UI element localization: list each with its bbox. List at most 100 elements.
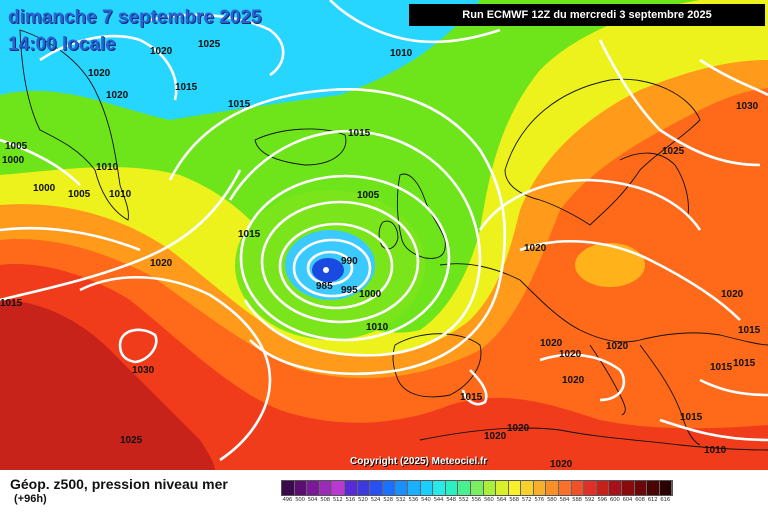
pressure-label: 1000: [359, 289, 382, 300]
color-scale-swatch: [496, 481, 509, 495]
pressure-label: 1010: [366, 322, 389, 333]
color-scale-swatch: [533, 481, 547, 495]
color-scale-swatch: [395, 481, 408, 495]
color-scale-tick-label: 572: [521, 497, 532, 503]
model-run-banner: Run ECMWF 12Z du mercredi 3 septembre 20…: [409, 4, 765, 26]
pressure-label: 1005: [5, 141, 28, 152]
low-center-marker: [323, 267, 329, 273]
color-scale-tick-label: 544: [433, 497, 444, 503]
color-scale-tick-label: 516: [345, 497, 356, 503]
color-scale-tick-label: 596: [597, 497, 607, 503]
color-scale-tick-label: 556: [471, 497, 481, 503]
pressure-label: 995: [341, 285, 358, 296]
color-scale-swatch: [521, 481, 534, 495]
color-scale-swatch: [370, 481, 383, 495]
color-scale-tick-label: 540: [421, 497, 431, 503]
color-scale-swatch: [659, 481, 673, 495]
color-scale-tick-label: 520: [358, 497, 368, 503]
color-scale-swatch: [357, 481, 371, 495]
pressure-label: 1020: [559, 349, 582, 360]
legend-title: Géop. z500, pression niveau mer: [10, 476, 228, 492]
pressure-label: 1020: [484, 431, 507, 442]
color-scale-swatch: [420, 481, 434, 495]
color-scale-tick-label: 568: [509, 497, 519, 503]
color-scale-tick-label: 500: [295, 497, 305, 503]
pressure-label: 1020: [550, 459, 573, 470]
color-scale-swatch: [622, 481, 635, 495]
color-scale-tick-label: 584: [559, 497, 570, 503]
color-scale-swatch: [294, 481, 308, 495]
color-scale-swatch: [407, 481, 421, 495]
pressure-label: 985: [316, 281, 333, 292]
field-red: [0, 264, 768, 470]
pressure-label: 1015: [460, 392, 483, 403]
color-scale-swatch: [559, 481, 572, 495]
color-scale-tick-label: 560: [483, 497, 494, 503]
lead-time-label: (+96h): [14, 493, 47, 505]
coastlines: [19, 29, 768, 451]
color-scale-tick-label: 608: [635, 497, 645, 503]
pressure-label: 1015: [710, 362, 733, 373]
color-scale-tick-label: 592: [584, 497, 595, 503]
pressure-label: 1000: [2, 155, 25, 166]
pressure-label: 1015: [175, 82, 198, 93]
color-scale-tick-label: 564: [496, 497, 507, 503]
color-scale-swatch: [571, 481, 585, 495]
pressure-label: 990: [341, 256, 358, 267]
color-scale-swatch: [647, 481, 660, 495]
legend-footer: Géop. z500, pression niveau mer (+96h) 4…: [0, 470, 768, 512]
pressure-label: 1025: [662, 146, 685, 157]
pressure-label: 1005: [357, 190, 380, 201]
color-scale-swatch: [508, 481, 522, 495]
color-scale-labels: 496 500 504 508 512 516 520 524 528 532 536 540 544 5…: [281, 497, 671, 507]
pressure-label: 1030: [132, 365, 155, 376]
pressure-labels: 1025 1010 1020 1020 1015 1020 1015 1015 …: [0, 39, 761, 470]
field-centraleurope-spot: [575, 243, 645, 287]
pressure-label: 1020: [150, 46, 173, 57]
color-scale-swatch: [344, 481, 358, 495]
pressure-label: 1015: [733, 358, 756, 369]
pressure-label: 1010: [390, 48, 413, 59]
pressure-label: 1010: [96, 162, 119, 173]
pressure-label: 1010: [704, 445, 727, 456]
color-scale-tick-label: 512: [332, 497, 343, 503]
geopotential-map: 1025 1010 1020 1020 1015 1020 1015 1015 …: [0, 0, 768, 470]
color-scale-swatch: [382, 481, 396, 495]
pressure-label: 1020: [507, 423, 530, 434]
pressure-label: 1025: [120, 435, 143, 446]
pressure-label: 1010: [109, 189, 132, 200]
pressure-label: 1030: [736, 101, 759, 112]
pressure-label: 1015: [228, 99, 251, 110]
pressure-label: 1015: [348, 128, 371, 139]
color-scale-swatch: [546, 481, 560, 495]
color-scale-swatch: [445, 481, 459, 495]
color-scale-tick-label: 548: [446, 497, 456, 503]
color-scale-swatch: [282, 481, 295, 495]
color-scale-tick-label: 616: [660, 497, 670, 503]
pressure-label: 1020: [150, 258, 173, 269]
color-scale-swatch: [483, 481, 497, 495]
color-scale-tick-label: 576: [534, 497, 544, 503]
color-scale-tick-label: 508: [320, 497, 330, 503]
color-scale-tick-label: 532: [395, 497, 406, 503]
color-scale-tick-label: 604: [622, 497, 633, 503]
pressure-label: 1020: [106, 90, 129, 101]
copyright-notice: Copyright (2025) Meteociel.fr: [350, 456, 488, 467]
color-scale-swatch: [458, 481, 471, 495]
pressure-label: 1020: [540, 338, 563, 349]
pressure-label: 1015: [680, 412, 703, 423]
pressure-label: 1020: [721, 289, 744, 300]
color-scale-swatch: [596, 481, 610, 495]
pressure-label: 1015: [238, 229, 261, 240]
color-scale-tick-label: 536: [408, 497, 419, 503]
isobars: [0, 0, 768, 462]
color-scale-swatch: [433, 481, 446, 495]
pressure-label: 1020: [562, 375, 585, 386]
color-scale-swatch: [470, 481, 484, 495]
forecast-time-title: 14:00 locale: [8, 34, 116, 55]
pressure-label: 1005: [68, 189, 91, 200]
color-scale-tick-label: 552: [458, 497, 469, 503]
forecast-date-title: dimanche 7 septembre 2025: [8, 7, 262, 28]
color-scale-tick-label: 600: [609, 497, 620, 503]
color-scale-tick-label: 528: [383, 497, 393, 503]
